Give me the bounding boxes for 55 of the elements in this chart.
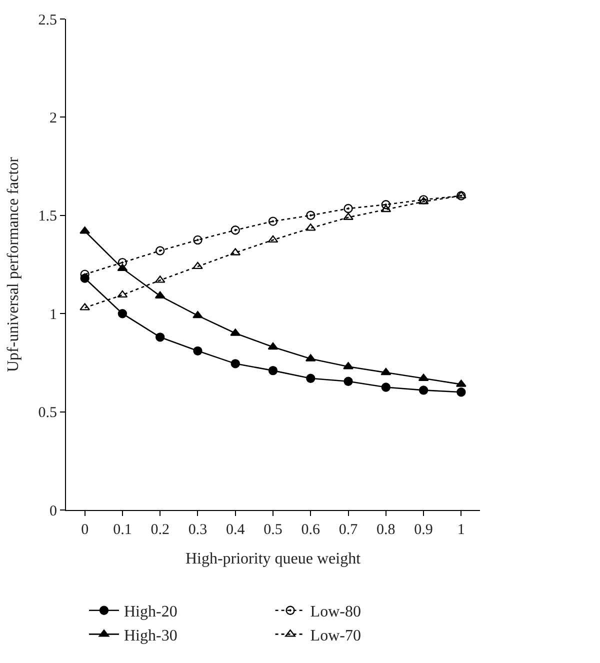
point <box>155 246 165 256</box>
point <box>193 346 202 356</box>
x-tick-label: 0.3 <box>188 522 208 538</box>
point <box>230 359 240 368</box>
y-tick-label: 1 <box>50 306 57 323</box>
point <box>268 342 278 350</box>
point <box>381 382 391 392</box>
x-tick-label: 0.6 <box>301 522 321 538</box>
point <box>380 368 392 376</box>
legend-label: Low-70 <box>310 627 361 644</box>
point <box>117 264 128 272</box>
x-tick-label: 1 <box>457 522 465 538</box>
point <box>418 374 429 382</box>
legend-label: High-30 <box>124 627 178 644</box>
point <box>268 366 278 376</box>
point <box>344 204 353 214</box>
x-axis-title: High-priority queue weight <box>185 550 362 568</box>
point <box>343 212 354 220</box>
point <box>456 388 466 397</box>
point <box>230 226 240 235</box>
point <box>343 362 354 370</box>
point <box>418 195 428 204</box>
point <box>118 309 128 318</box>
point <box>192 262 203 270</box>
point <box>154 291 166 299</box>
legend-label: High-20 <box>124 604 178 621</box>
point <box>456 191 466 200</box>
point <box>268 235 278 243</box>
x-tick-label: 0.2 <box>150 522 170 538</box>
point <box>381 200 391 210</box>
x-tick-label: 0.4 <box>226 522 246 538</box>
point <box>192 310 203 318</box>
x-tick-label: 0.7 <box>338 522 358 538</box>
x-tick-label: 0.9 <box>414 522 433 538</box>
point <box>118 258 128 268</box>
point <box>380 204 392 212</box>
x-tick-label: 0 <box>81 522 89 538</box>
y-tick-label: 2 <box>50 110 57 126</box>
y-tick-label: 0.5 <box>38 405 57 422</box>
y-tick-label: 0 <box>50 503 57 520</box>
legend-label: Low-80 <box>310 604 361 621</box>
point <box>418 386 428 395</box>
x-tick-label: 0.8 <box>376 522 396 538</box>
point <box>306 210 316 220</box>
x-tick-label: 0.1 <box>113 522 132 538</box>
point <box>117 290 128 298</box>
y-tick-label: 1.5 <box>38 208 57 225</box>
point <box>155 332 165 342</box>
x-tick-label: 0.5 <box>264 522 282 538</box>
y-axis-title: Upf-universal performance factor <box>5 156 22 372</box>
y-tick-label: 2.5 <box>38 12 57 28</box>
point <box>344 376 353 386</box>
point <box>193 235 202 245</box>
point <box>306 374 316 384</box>
point <box>268 216 278 226</box>
